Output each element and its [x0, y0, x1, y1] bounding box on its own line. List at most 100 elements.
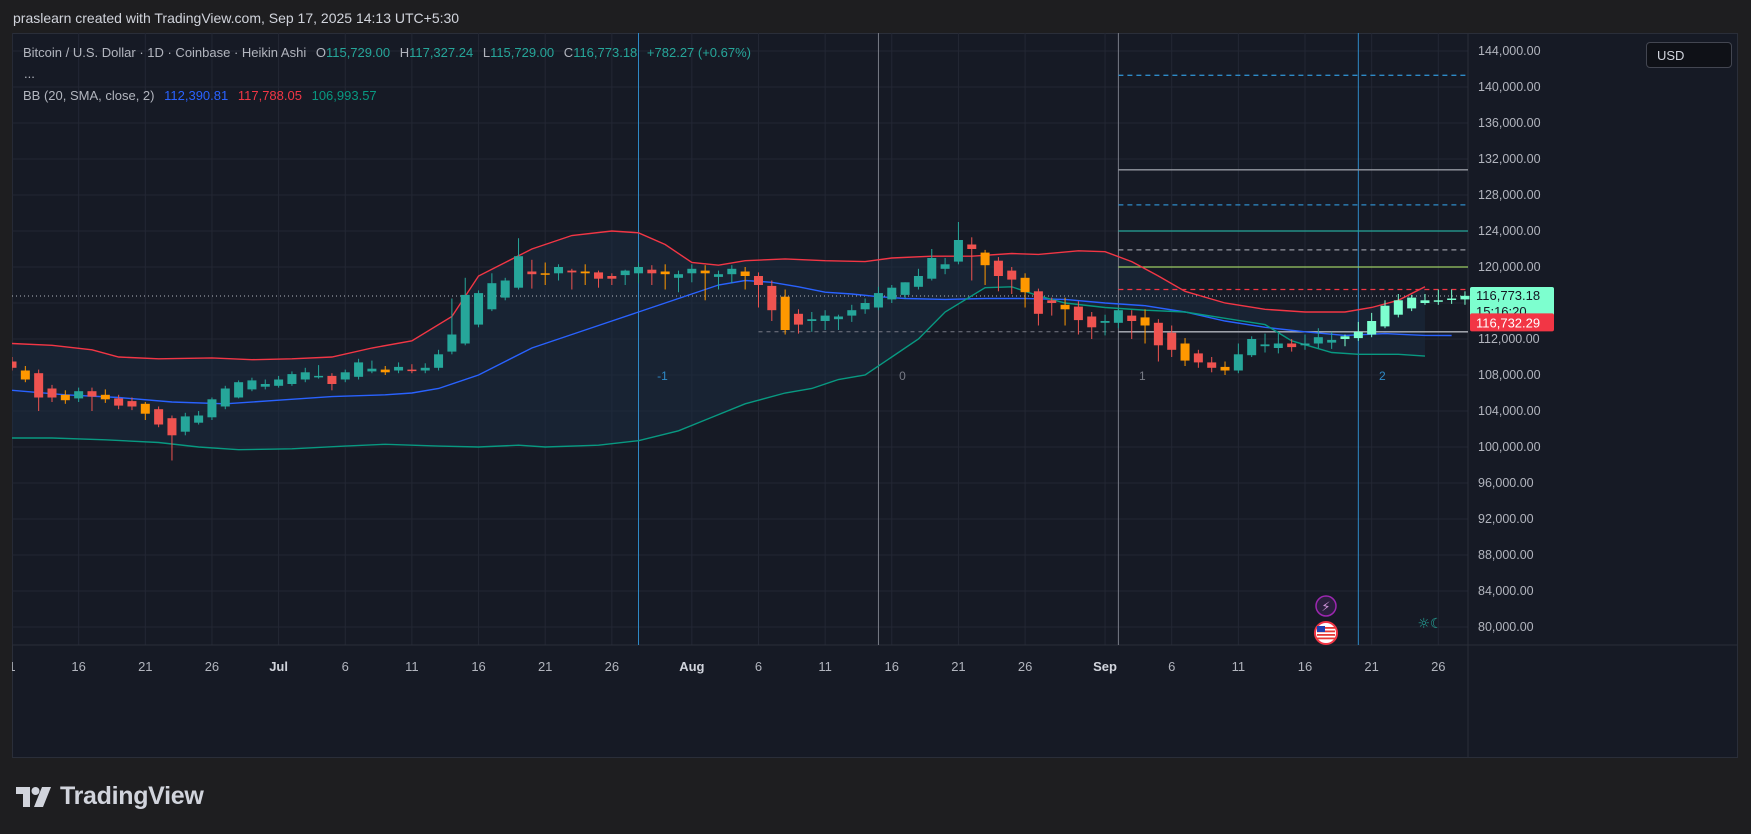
candle-body[interactable] [740, 271, 750, 277]
candle-body[interactable] [594, 272, 604, 279]
candle-body[interactable] [580, 271, 590, 274]
candle-body[interactable] [1353, 331, 1363, 339]
candle-body[interactable] [1167, 332, 1177, 350]
candle-body[interactable] [1273, 343, 1283, 349]
candle-body[interactable] [1073, 306, 1083, 321]
candle-body[interactable] [607, 276, 617, 279]
candle-body[interactable] [1420, 300, 1430, 303]
candle-body[interactable] [793, 313, 803, 325]
candle-body[interactable] [1047, 300, 1057, 303]
candle-body[interactable] [1367, 321, 1377, 335]
candle-body[interactable] [647, 269, 657, 274]
candle-body[interactable] [953, 240, 963, 262]
candle-body[interactable] [820, 315, 830, 321]
candle-body[interactable] [940, 264, 950, 269]
candle-body[interactable] [407, 369, 417, 372]
candle-body[interactable] [100, 394, 110, 400]
candle-body[interactable] [87, 391, 97, 397]
candle-body[interactable] [807, 319, 817, 321]
candle-body[interactable] [434, 354, 444, 368]
candle-body[interactable] [1020, 277, 1030, 293]
candle-body[interactable] [20, 370, 30, 380]
candle-body[interactable] [180, 416, 190, 432]
candle-body[interactable] [1153, 322, 1163, 346]
bb-indicator-header[interactable]: BB (20, SMA, close, 2) 112,390.81 117,78… [23, 88, 377, 103]
candle-body[interactable] [460, 294, 470, 344]
candle-body[interactable] [1327, 339, 1337, 343]
candle-body[interactable] [154, 409, 164, 425]
candle-body[interactable] [1340, 336, 1350, 339]
candle-body[interactable] [207, 399, 217, 418]
candle-body[interactable] [1287, 343, 1297, 348]
candle-body[interactable] [1260, 344, 1270, 347]
candle-body[interactable] [127, 401, 137, 407]
candle-body[interactable] [1433, 300, 1443, 302]
candle-body[interactable] [500, 280, 510, 298]
candle-body[interactable] [634, 267, 644, 274]
candle-body[interactable] [1060, 304, 1070, 310]
candle-body[interactable] [12, 361, 17, 368]
candle-body[interactable] [753, 276, 763, 285]
us-flag-event-icon[interactable] [1314, 621, 1338, 645]
currency-button[interactable]: USD [1646, 42, 1732, 68]
candle-body[interactable] [1447, 298, 1457, 301]
candle-body[interactable] [1407, 297, 1417, 309]
candle-body[interactable] [60, 394, 70, 401]
candle-body[interactable] [554, 267, 564, 274]
candle-body[interactable] [687, 268, 697, 274]
candle-body[interactable] [727, 268, 737, 275]
candle-body[interactable] [1233, 354, 1243, 371]
candle-body[interactable] [140, 403, 150, 414]
candle-body[interactable] [514, 256, 524, 288]
candle-body[interactable] [34, 373, 44, 398]
candle-body[interactable] [1220, 366, 1230, 371]
candle-body[interactable] [1393, 300, 1403, 315]
candle-body[interactable] [660, 271, 670, 275]
candle-body[interactable] [220, 388, 230, 407]
candle-body[interactable] [114, 398, 124, 406]
candle-body[interactable] [1113, 310, 1123, 323]
candle-body[interactable] [1100, 321, 1110, 323]
candle-body[interactable] [327, 375, 337, 384]
candle-body[interactable] [540, 273, 550, 275]
candle-body[interactable] [780, 296, 790, 330]
candle-body[interactable] [74, 391, 84, 399]
candle-body[interactable] [887, 287, 897, 300]
candle-body[interactable] [167, 418, 177, 436]
candle-body[interactable] [674, 274, 683, 278]
candle-body[interactable] [274, 379, 284, 386]
candle-body[interactable] [860, 303, 870, 310]
candle-body[interactable] [900, 282, 910, 295]
candle-body[interactable] [1247, 339, 1257, 356]
symbol-title[interactable]: Bitcoin / U.S. Dollar · 1D · Coinbase · … [23, 45, 307, 60]
candle-body[interactable] [1380, 305, 1390, 327]
candle-body[interactable] [1193, 353, 1203, 363]
candle-body[interactable] [847, 310, 857, 316]
candle-body[interactable] [1207, 362, 1217, 368]
lightning-event-icon[interactable] [1315, 595, 1337, 617]
candle-body[interactable] [713, 274, 723, 277]
candle-body[interactable] [833, 316, 843, 320]
candle-body[interactable] [354, 362, 364, 377]
candle-body[interactable] [1007, 270, 1017, 280]
candle-body[interactable] [47, 388, 57, 398]
candle-body[interactable] [993, 260, 1003, 276]
candle-body[interactable] [1087, 316, 1097, 328]
candle-body[interactable] [700, 270, 710, 274]
candle-body[interactable] [287, 374, 297, 384]
candle-body[interactable] [340, 372, 350, 380]
candle-body[interactable] [194, 415, 204, 423]
candle-body[interactable] [1033, 291, 1043, 314]
candle-body[interactable] [234, 382, 244, 398]
candle-body[interactable] [1140, 317, 1150, 326]
session-icon[interactable]: ☼☾ [1417, 616, 1442, 632]
price-chart[interactable]: -1 0 1 2 144,000.00 140,000.00 136,000.00 132,0… [12, 33, 1738, 758]
candle-body[interactable] [873, 293, 883, 308]
candle-body[interactable] [447, 334, 457, 352]
candle-body[interactable] [260, 384, 270, 387]
more-options[interactable]: ... [24, 66, 35, 81]
candle-body[interactable] [487, 283, 497, 310]
candle-body[interactable] [1180, 343, 1190, 361]
candle-body[interactable] [980, 252, 990, 266]
candle-body[interactable] [567, 270, 577, 273]
